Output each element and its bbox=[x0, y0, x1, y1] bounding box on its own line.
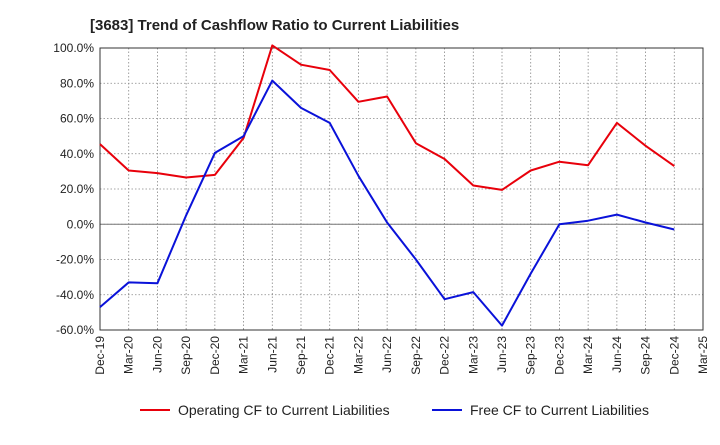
x-tick-label: Jun-20 bbox=[150, 336, 164, 373]
x-tick-label: Mar-21 bbox=[237, 336, 251, 374]
x-tick-label: Mar-22 bbox=[351, 336, 365, 374]
y-tick-label: 0.0% bbox=[67, 217, 95, 231]
x-tick-label: Dec-24 bbox=[667, 336, 681, 375]
x-tick-label: Dec-22 bbox=[438, 336, 452, 375]
plot-frame bbox=[99, 47, 704, 331]
x-tick-label: Dec-21 bbox=[323, 336, 337, 375]
y-tick-label: 20.0% bbox=[60, 182, 94, 196]
x-tick-label: Jun-21 bbox=[265, 336, 279, 373]
grid-lines bbox=[99, 47, 704, 331]
x-tick-label: Mar-25 bbox=[696, 336, 710, 374]
series-line-free-cf bbox=[99, 79, 675, 327]
x-tick-label: Sep-24 bbox=[639, 336, 653, 375]
x-tick-label: Dec-19 bbox=[93, 336, 107, 375]
axes: 100.0% 80.0% 60.0% 40.0% 20.0% 0.0% -20.0% -40.… bbox=[53, 41, 710, 375]
chart-title: [3683] Trend of Cashflow Ratio to Curren… bbox=[90, 17, 459, 34]
x-tick-label: Dec-23 bbox=[552, 336, 566, 375]
legend-label: Free CF to Current Liabilities bbox=[470, 402, 649, 418]
x-tick-label: Jun-22 bbox=[380, 336, 394, 373]
series-line-operating-cf bbox=[99, 44, 675, 191]
x-tick-label: Mar-20 bbox=[122, 336, 136, 374]
y-tick-label: -60.0% bbox=[56, 323, 94, 337]
y-tick-label: 40.0% bbox=[60, 147, 94, 161]
y-tick-label: 100.0% bbox=[53, 41, 94, 55]
x-tick-label: Jun-23 bbox=[495, 336, 509, 373]
y-tick-label: -20.0% bbox=[56, 253, 94, 267]
x-tick-label: Sep-23 bbox=[524, 336, 538, 375]
y-tick-label: -40.0% bbox=[56, 288, 94, 302]
x-tick-label: Sep-22 bbox=[409, 336, 423, 375]
y-tick-label: 60.0% bbox=[60, 112, 94, 126]
x-tick-label: Sep-20 bbox=[179, 336, 193, 375]
x-tick-label: Dec-20 bbox=[208, 336, 222, 375]
series-lines bbox=[99, 44, 675, 327]
legend-label: Operating CF to Current Liabilities bbox=[178, 402, 390, 418]
x-tick-label: Sep-21 bbox=[294, 336, 308, 375]
legend: Operating CF to Current Liabilities Free … bbox=[140, 402, 649, 418]
x-tick-label: Mar-24 bbox=[581, 336, 595, 374]
x-tick-label: Mar-23 bbox=[466, 336, 480, 374]
x-tick-label: Jun-24 bbox=[610, 336, 624, 373]
y-tick-label: 80.0% bbox=[60, 76, 94, 90]
